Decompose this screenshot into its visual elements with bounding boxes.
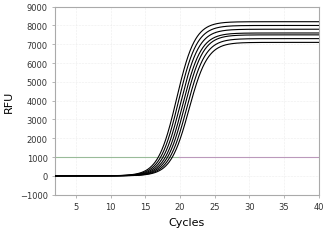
Y-axis label: RFU: RFU [4,90,14,112]
X-axis label: Cycles: Cycles [169,217,205,227]
